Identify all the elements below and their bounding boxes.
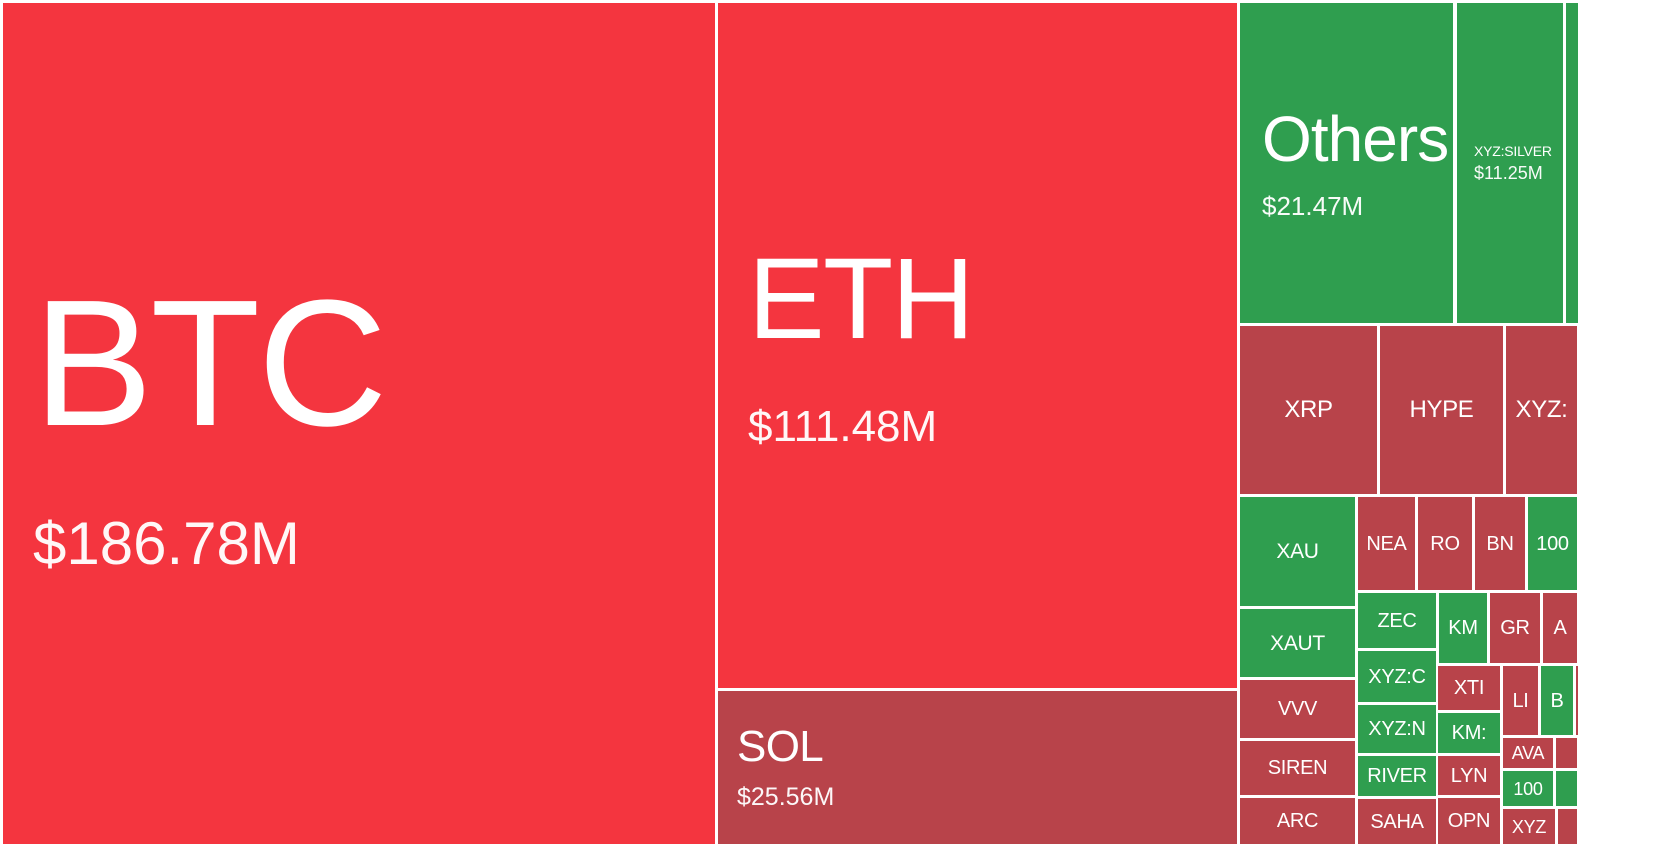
treemap-cell-bn[interactable]: BN bbox=[1475, 497, 1525, 590]
treemap-cell-km2[interactable]: KM: bbox=[1438, 713, 1500, 753]
treemap-cell-sliver-xyz bbox=[1558, 809, 1577, 844]
treemap-cell-xyzc[interactable]: XYZ:C bbox=[1358, 651, 1436, 702]
cell-label: OPN bbox=[1447, 810, 1491, 832]
cell-label: KM bbox=[1448, 617, 1478, 639]
cell-value: $21.47M bbox=[1262, 191, 1364, 221]
treemap-cell-gr[interactable]: GR bbox=[1490, 593, 1540, 663]
treemap-cell-sol[interactable]: SOL $25.56M bbox=[718, 691, 1237, 844]
cell-label: XYZ:SILVER bbox=[1474, 143, 1552, 159]
treemap-cell-lyn[interactable]: LYN bbox=[1438, 756, 1500, 795]
cell-label: NEA bbox=[1366, 532, 1407, 555]
cell-label: XAUT bbox=[1270, 631, 1325, 655]
cell-label: KM: bbox=[1451, 722, 1487, 744]
treemap-cell-sats100[interactable]: 100 bbox=[1528, 497, 1577, 590]
treemap-cell-sliver-top bbox=[1566, 3, 1578, 323]
cell-label: ARC bbox=[1276, 810, 1319, 832]
treemap-cell-btc[interactable]: BTC $186.78M bbox=[3, 3, 715, 844]
cell-value: $186.78M bbox=[33, 509, 300, 577]
treemap-cell-arc[interactable]: ARC bbox=[1240, 798, 1355, 844]
treemap-cell-hype[interactable]: HYPE bbox=[1380, 326, 1503, 494]
treemap-cell-xrp[interactable]: XRP bbox=[1240, 326, 1377, 494]
treemap-cell-nea[interactable]: NEA bbox=[1358, 497, 1415, 590]
cell-label: RO bbox=[1430, 532, 1460, 555]
treemap-cell-xaut[interactable]: XAUT bbox=[1240, 609, 1355, 677]
cell-label: GR bbox=[1500, 617, 1530, 639]
cell-label: ETH bbox=[748, 235, 975, 363]
treemap-cell-xti[interactable]: XTI bbox=[1438, 666, 1500, 710]
cell-label: SIREN bbox=[1267, 757, 1328, 779]
cell-label: BN bbox=[1486, 532, 1514, 555]
treemap-cell-sliver-ava bbox=[1556, 738, 1577, 768]
treemap-cell-km[interactable]: KM bbox=[1439, 593, 1487, 663]
stats-panel: 1h Lon Sho 12h Lon Sho Acc tota The bbox=[1580, 0, 1678, 848]
treemap-cell-sliver-100 bbox=[1556, 771, 1577, 806]
cell-label: LYN bbox=[1450, 764, 1488, 787]
cell-value: $11.25M bbox=[1474, 163, 1543, 183]
treemap-cell-eth[interactable]: ETH $111.48M bbox=[718, 3, 1237, 688]
treemap-cell-vvv[interactable]: VVV bbox=[1240, 680, 1355, 738]
treemap-cell-zec[interactable]: ZEC bbox=[1358, 593, 1436, 648]
treemap-cell-xyz-silver[interactable]: XYZ:SILVER $11.25M bbox=[1457, 3, 1563, 323]
cell-label: A bbox=[1553, 617, 1567, 639]
treemap-cell-li[interactable]: LI bbox=[1503, 666, 1538, 735]
treemap-cell-b[interactable]: B bbox=[1541, 666, 1573, 735]
cell-value: $111.48M bbox=[748, 402, 938, 451]
cell-label: XYZ bbox=[1511, 816, 1547, 837]
treemap-cell-ava[interactable]: AVA bbox=[1503, 738, 1553, 768]
cell-label: BTC bbox=[33, 262, 388, 464]
treemap-cell-ro[interactable]: RO bbox=[1418, 497, 1472, 590]
treemap-cell-xyz-row[interactable]: XYZ: bbox=[1506, 326, 1577, 494]
treemap-cell-sliver-b bbox=[1576, 666, 1578, 735]
cell-label: ZEC bbox=[1377, 609, 1417, 632]
treemap-cell-saha[interactable]: SAHA bbox=[1358, 799, 1436, 844]
treemap-cell-xyzn[interactable]: XYZ:N bbox=[1358, 705, 1436, 753]
cell-label: B bbox=[1550, 689, 1564, 712]
cell-label: SAHA bbox=[1370, 810, 1424, 833]
treemap-cell-siren[interactable]: SIREN bbox=[1240, 741, 1355, 795]
cell-label: XYZ: bbox=[1515, 396, 1568, 423]
treemap-cell-xau[interactable]: XAU bbox=[1240, 497, 1355, 606]
cell-label: XTI bbox=[1453, 677, 1485, 699]
cell-label: SOL bbox=[737, 722, 824, 771]
cell-value: $25.56M bbox=[737, 783, 835, 811]
treemap-cell-xyzb[interactable]: XYZ bbox=[1503, 809, 1555, 844]
cell-label: Others bbox=[1262, 103, 1449, 175]
cell-label: XRP bbox=[1284, 396, 1333, 423]
cell-label: AVA bbox=[1511, 743, 1545, 763]
cell-label: 100 bbox=[1513, 778, 1543, 799]
cell-label: XYZ:C bbox=[1368, 665, 1426, 688]
liquidation-treemap: BTC $186.78M ETH $111.48M SOL $25.56M Others $2… bbox=[3, 3, 1578, 844]
cell-label: XAU bbox=[1276, 540, 1319, 563]
cell-label: HYPE bbox=[1409, 396, 1474, 423]
cell-label: XYZ:N bbox=[1368, 718, 1426, 740]
treemap-cell-a[interactable]: A bbox=[1543, 593, 1577, 663]
cell-label: LI bbox=[1512, 689, 1529, 712]
cell-label: RIVER bbox=[1367, 765, 1427, 787]
treemap-cell-opn[interactable]: OPN bbox=[1438, 798, 1500, 844]
cell-label: 100 bbox=[1536, 532, 1569, 555]
treemap-cell-x100b[interactable]: 100 bbox=[1503, 771, 1553, 806]
treemap-cell-river[interactable]: RIVER bbox=[1358, 756, 1436, 796]
treemap-cell-others[interactable]: Others $21.47M bbox=[1240, 3, 1453, 323]
cell-label: VVV bbox=[1277, 698, 1318, 720]
